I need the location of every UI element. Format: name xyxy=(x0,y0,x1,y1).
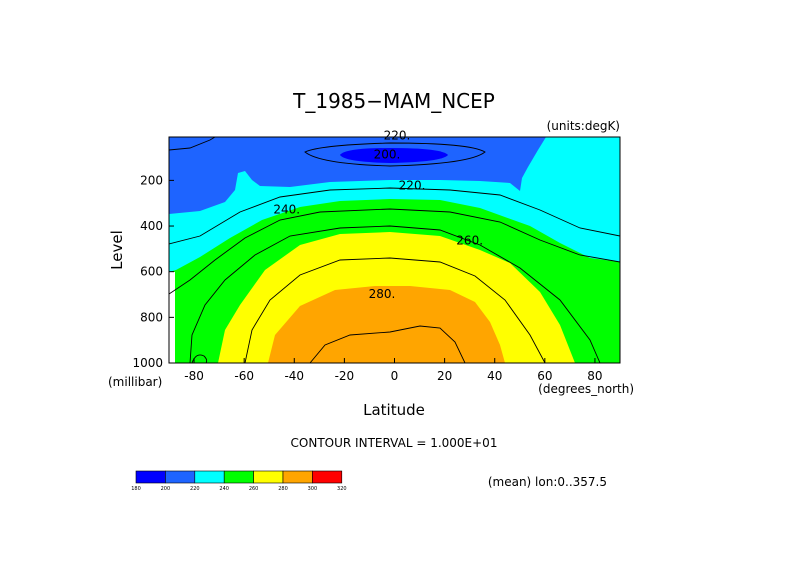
colorbar-swatch xyxy=(223,470,254,484)
contour-line xyxy=(191,354,208,363)
band-lightblue xyxy=(169,137,546,214)
colorbar-swatch xyxy=(253,470,284,484)
x-tick-label: 60 xyxy=(537,369,552,383)
x-axis-title: Latitude xyxy=(363,401,425,419)
colorbar-tick-label: 280 xyxy=(278,486,288,492)
x-tick-label: -60 xyxy=(234,369,254,383)
colorbar: 180 200 220 240 260 280 300 320 xyxy=(131,470,347,492)
colorbar-tick-label: 260 xyxy=(249,486,259,492)
contour-label: 240. xyxy=(273,202,300,216)
x-tick-label: 80 xyxy=(587,369,602,383)
contour-line xyxy=(169,187,620,245)
y-tick-label: 1000 xyxy=(132,356,163,370)
contour-label: 200. xyxy=(374,148,401,162)
contour-labels: 200. 220. 220. 240. 260. 280. xyxy=(273,128,483,301)
contour-label: 220. xyxy=(384,128,411,142)
y-tick-label: 400 xyxy=(140,219,163,233)
x-units-label: (degrees_north) xyxy=(538,382,634,396)
colorbar-swatch xyxy=(165,470,196,484)
x-tick-label: 20 xyxy=(437,369,452,383)
contour-fill xyxy=(169,137,620,363)
x-tick-label: 40 xyxy=(487,369,502,383)
contour-line xyxy=(169,208,620,295)
contour-line xyxy=(189,225,601,363)
contour-label: 220. xyxy=(399,179,426,193)
contour-label: 280. xyxy=(369,287,396,301)
contour-line xyxy=(309,325,466,363)
colorbar-tick-label: 180 xyxy=(131,486,141,492)
colorbar-swatch xyxy=(194,470,225,484)
contour-line xyxy=(244,257,546,363)
contour-line xyxy=(304,142,486,167)
y-tick-label: 600 xyxy=(140,265,163,279)
y-tick-label: 200 xyxy=(140,173,163,187)
colorbar-swatch xyxy=(135,470,166,484)
contour-line xyxy=(169,137,216,151)
units-label: (units:degK) xyxy=(547,119,620,133)
y-axis-ticks: 200 400 600 800 1000 xyxy=(132,173,174,370)
x-tick-label: 0 xyxy=(391,369,399,383)
y-axis-title: Level xyxy=(108,230,126,270)
y-tick-label: 800 xyxy=(140,310,163,324)
contour-lines xyxy=(169,137,620,363)
x-axis-ticks: -80 -60 -40 -20 0 20 40 60 80 xyxy=(184,358,603,383)
x-tick-label: -80 xyxy=(184,369,204,383)
y-units-label: (millibar) xyxy=(108,375,162,389)
chart-title: T_1985−MAM_NCEP xyxy=(292,89,495,113)
colorbar-tick-label: 220 xyxy=(190,486,200,492)
x-tick-label: -40 xyxy=(284,369,304,383)
mean-longitude-text: (mean) lon:0..357.5 xyxy=(488,475,607,489)
colorbar-tick-label: 200 xyxy=(161,486,171,492)
colorbar-tick-label: 320 xyxy=(337,486,347,492)
colorbar-swatch xyxy=(282,470,313,484)
contour-interval-text: CONTOUR INTERVAL = 1.000E+01 xyxy=(291,436,498,450)
colorbar-tick-label: 240 xyxy=(219,486,229,492)
colorbar-tick-label: 300 xyxy=(308,486,318,492)
band-darkblue xyxy=(340,148,448,163)
contour-label: 260. xyxy=(456,233,483,247)
x-tick-label: -20 xyxy=(335,369,355,383)
colorbar-swatch xyxy=(312,470,343,484)
